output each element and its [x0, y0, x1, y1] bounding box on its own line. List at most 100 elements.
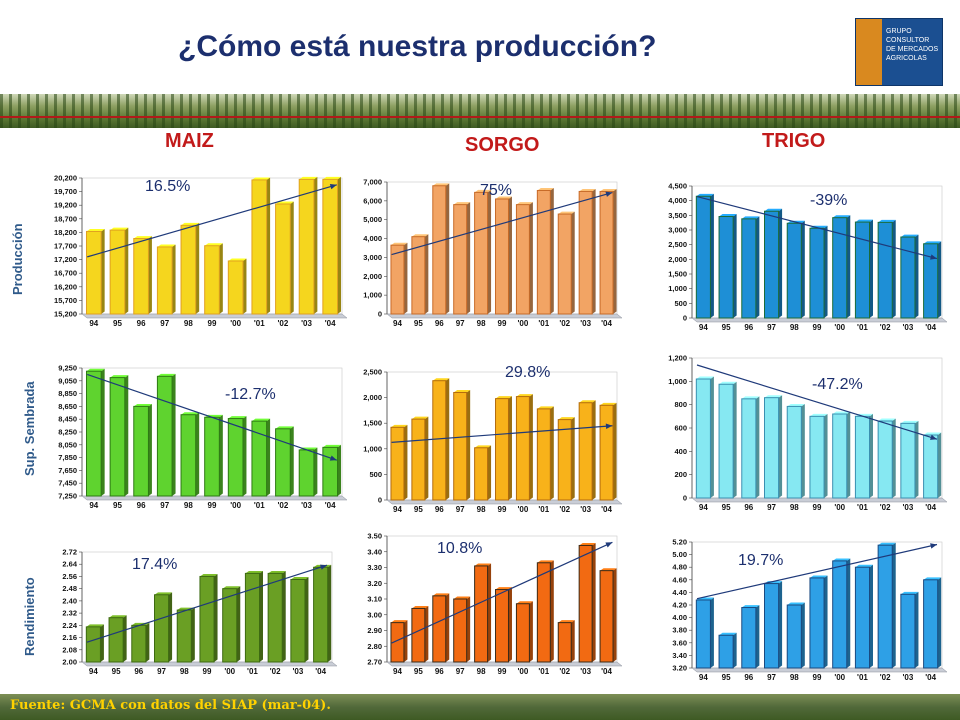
bar-top [719, 214, 737, 217]
bar [786, 405, 802, 499]
bar-top [474, 563, 492, 566]
y-tick-label: 4.00 [672, 613, 687, 622]
bar [251, 420, 268, 497]
bar-top [199, 573, 218, 577]
bar [557, 419, 572, 501]
bar [764, 583, 780, 669]
bar-top [474, 189, 492, 193]
bar-top [411, 234, 429, 237]
y-tick-label: 8,650 [58, 402, 77, 411]
x-tick-label: '00 [518, 319, 529, 328]
y-tick-label: 8,250 [58, 428, 77, 437]
bar-side [571, 417, 575, 500]
y-tick-label: 4,000 [668, 196, 687, 205]
bar-top [832, 215, 851, 218]
change-annotation: -47.2% [812, 376, 863, 393]
y-tick-label: 2.40 [62, 596, 77, 605]
x-tick-label: 94 [393, 667, 402, 676]
x-tick-label: '01 [538, 667, 549, 676]
bar-top [600, 188, 617, 192]
y-tick-label: 2.72 [62, 548, 77, 557]
bar [453, 391, 468, 501]
x-tick-label: '03 [903, 673, 914, 682]
x-tick-label: 94 [699, 673, 708, 682]
bar [599, 190, 614, 315]
bar-side [846, 558, 851, 668]
bar-side [801, 403, 805, 498]
trend-arrowhead [930, 543, 937, 549]
bar [515, 603, 530, 663]
chart-svg: 0 200 400 600 800 1,000 1,200 94 95 96 97 98 99 '00 '0… [668, 354, 948, 512]
x-tick-label: 94 [699, 323, 708, 332]
trend-arrowhead [329, 455, 337, 461]
bar-side [124, 375, 129, 496]
bar [786, 604, 802, 669]
x-tick-label: 95 [113, 501, 122, 510]
bar [204, 245, 220, 315]
bar-side [892, 219, 896, 318]
bar-side [801, 602, 805, 668]
x-tick-label: 97 [160, 319, 169, 328]
bar-top [432, 378, 450, 381]
source-note: Fuente: GCMA con datos del SIAP (mar-04)… [10, 698, 331, 713]
trend-line [87, 373, 337, 461]
plot-floor [81, 495, 348, 501]
y-tick-label: 8,050 [58, 440, 77, 449]
y-tick-label: 19,200 [54, 201, 77, 210]
row-label-produccion: Producción [10, 223, 25, 295]
bar [432, 595, 447, 663]
bar [227, 260, 244, 315]
bar-side [869, 564, 873, 668]
bar-top [832, 411, 851, 414]
bar-top [495, 587, 512, 590]
x-tick-label: '03 [580, 319, 591, 328]
x-tick-label: 97 [456, 319, 465, 328]
y-tick-label: 2,000 [668, 255, 687, 264]
x-tick-label: '02 [880, 323, 891, 332]
bar-side [869, 413, 873, 498]
bar-top [516, 601, 533, 604]
bar-top [741, 605, 760, 608]
logo-mark [856, 19, 882, 85]
bar-top [290, 577, 309, 580]
bar-side [892, 542, 896, 668]
x-tick-label: 96 [435, 319, 444, 328]
bar-side [733, 214, 737, 318]
x-tick-label: '00 [834, 323, 845, 332]
y-tick-label: 5.00 [672, 550, 687, 559]
bar [718, 216, 734, 319]
bar-side [403, 242, 408, 314]
y-tick-label: 3,000 [668, 226, 687, 235]
x-tick-label: 99 [813, 323, 822, 332]
x-tick-label: '01 [254, 501, 265, 510]
bar-top [390, 424, 408, 428]
y-tick-label: 800 [674, 400, 687, 409]
x-tick-label: '00 [224, 667, 235, 676]
x-tick-label: 98 [477, 505, 486, 514]
x-tick-label: '02 [278, 501, 289, 510]
row-label-rendimiento: Rendimiento [22, 577, 37, 656]
bar-top [923, 432, 942, 435]
bar-side [550, 560, 554, 662]
bar-side [266, 418, 271, 496]
y-tick-label: 3.30 [367, 563, 382, 572]
y-tick-label: 6,000 [363, 196, 382, 205]
y-tick-label: 3.20 [672, 664, 687, 673]
bar [877, 221, 893, 319]
bar-top [432, 593, 450, 596]
y-tick-label: 8,850 [58, 389, 77, 398]
chart-panel: 0 500 1,000 1,500 2,000 2,500 94 95 96 97 98 99 '00 '… [345, 364, 625, 518]
bar [536, 408, 551, 501]
x-tick-label: 96 [744, 673, 753, 682]
bar [741, 607, 757, 669]
x-tick-label: 96 [137, 319, 146, 328]
y-tick-label: 2.16 [62, 633, 77, 642]
y-tick-label: 4.40 [672, 588, 687, 597]
bar-side [869, 219, 873, 318]
bar [786, 222, 802, 319]
x-tick-label: 95 [722, 503, 731, 512]
y-tick-label: 4.60 [672, 575, 687, 584]
x-tick-label: 95 [414, 667, 423, 676]
bar-side [195, 412, 200, 496]
bar-side [824, 575, 828, 668]
